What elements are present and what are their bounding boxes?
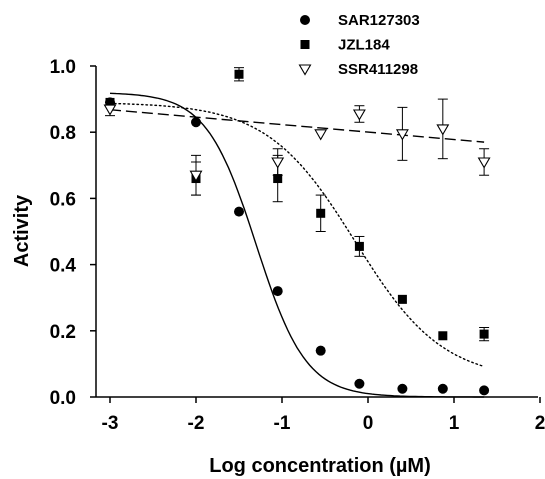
y-tick-label: 0.0	[50, 388, 76, 409]
x-tick-label: -2	[188, 413, 205, 434]
data-point-ssr411298	[314, 129, 328, 141]
legend-marker-jzl184	[300, 40, 310, 49]
x-tick-label: -1	[274, 413, 291, 434]
data-point-sar127303	[315, 345, 326, 356]
y-tick-label: 0.2	[50, 322, 76, 343]
data-point-ssr411298	[189, 170, 203, 182]
x-tick-label: 1	[449, 413, 460, 434]
fit-curve-ssr411298	[109, 108, 485, 143]
legend-label-sar127303: SAR127303	[338, 12, 420, 29]
data-point-ssr411298	[103, 104, 117, 116]
data-point-sar127303	[191, 117, 201, 128]
fit-curve-jzl184	[109, 102, 485, 368]
data-point-jzl184	[105, 97, 115, 107]
data-point-sar127303	[354, 378, 365, 389]
data-point-jzl184	[438, 331, 448, 341]
legend-label-jzl184: JZL184	[338, 37, 390, 54]
x-tick-label: -3	[102, 413, 119, 434]
data-point-jzl184	[397, 294, 407, 304]
data-point-sar127303	[437, 383, 448, 394]
data-point-ssr411298	[395, 129, 409, 141]
y-axis-title: Activity	[11, 194, 33, 267]
error-bars	[105, 67, 490, 342]
y-tick-label: 0.4	[50, 256, 77, 277]
x-tick-label: 0	[363, 413, 374, 434]
data-point-ssr411298	[352, 109, 366, 121]
data-point-sar127303	[397, 383, 408, 394]
x-tick-label: 2	[535, 413, 545, 434]
ticks: -3 -2 -1 0 1 2 0.0 0.2 0.4 0.6 0.8 1.0	[50, 57, 545, 434]
data-markers	[103, 69, 491, 396]
data-point-ssr411298	[436, 124, 450, 136]
x-axis-title: Log concentration (µM)	[209, 455, 431, 477]
fit-curves	[109, 92, 485, 398]
data-point-jzl184	[354, 241, 364, 251]
y-tick-label: 0.8	[50, 123, 76, 144]
data-point-ssr411298	[271, 157, 285, 169]
data-point-jzl184	[273, 174, 283, 184]
fit-curve-sar127303	[109, 92, 485, 398]
y-tick-label: 0.6	[50, 189, 76, 210]
data-point-jzl184	[316, 208, 326, 218]
y-tick-label: 1.0	[50, 57, 76, 78]
data-point-sar127303	[272, 286, 283, 297]
data-point-sar127303	[479, 385, 490, 396]
data-point-jzl184	[479, 329, 489, 339]
legend: SAR127303 JZL184 SSR411298	[298, 12, 420, 78]
data-point-ssr411298	[477, 157, 491, 169]
legend-marker-sar127303	[300, 15, 310, 25]
data-point-sar127303	[234, 206, 244, 217]
legend-label-ssr411298: SSR411298	[338, 61, 418, 78]
legend-marker-ssr411298	[298, 64, 312, 76]
data-point-jzl184	[234, 69, 244, 79]
